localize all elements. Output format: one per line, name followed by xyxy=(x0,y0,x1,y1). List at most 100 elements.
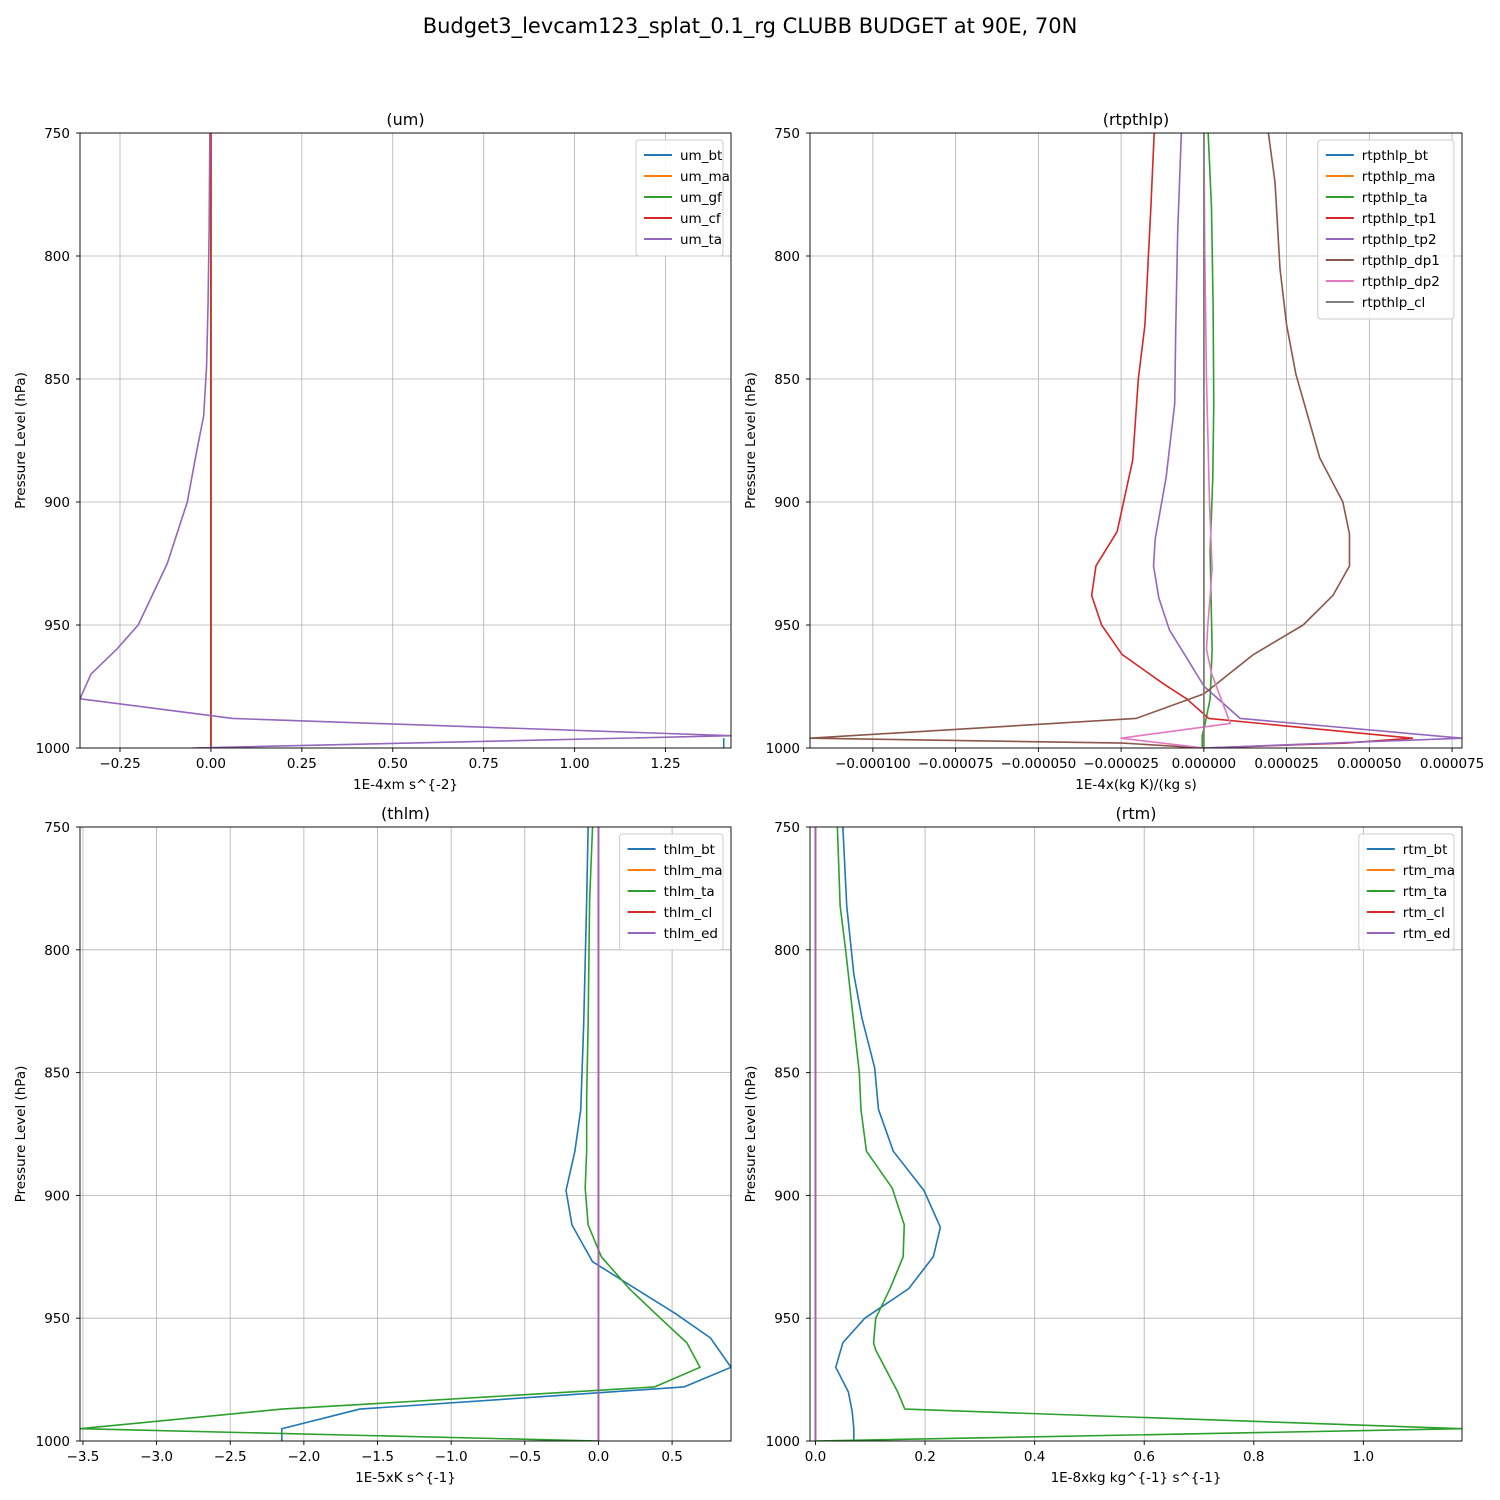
x-tick-label: −1.5 xyxy=(361,1449,394,1465)
x-tick-label: 0.0 xyxy=(805,1449,826,1465)
figure-title: Budget3_levcam123_splat_0.1_rg CLUBB BUD… xyxy=(422,14,1078,38)
y-tick-label: 750 xyxy=(44,820,70,836)
y-tick-label: 850 xyxy=(774,372,800,388)
y-tick-label: 900 xyxy=(774,495,800,511)
series-line-rtm_ta xyxy=(815,827,1462,1441)
y-tick-label: 950 xyxy=(774,1311,800,1327)
legend: rtpthlp_bt rtpthlp_ma rtpthlp_ta rtpthlp_tp… xyxy=(1317,139,1455,320)
x-tick-label: −2.0 xyxy=(287,1449,320,1465)
y-tick-label: 850 xyxy=(44,372,70,388)
series-line-rtpthlp_dp2 xyxy=(1120,133,1232,748)
x-tick-label: −0.5 xyxy=(508,1449,541,1465)
series-line-rtpthlp_ta xyxy=(1201,133,1215,748)
series-line-rtm_bt xyxy=(834,827,942,1441)
y-tick-label: 900 xyxy=(44,1188,70,1204)
chart-um: −0.25 0.00 0.25 0.50 0.75 1.00 1.25 750 800 850 90… xyxy=(13,110,732,793)
legend: rtm_bt rtm_ma rtm_ta rtm_cl rtm_ed xyxy=(1358,833,1455,951)
legend-label: thlm_bt xyxy=(664,842,715,858)
legend-label: rtpthlp_dp1 xyxy=(1362,253,1440,269)
x-tick-label: 0.25 xyxy=(287,756,317,772)
legend-box xyxy=(635,139,724,257)
series-line-rtpthlp_tp1 xyxy=(1090,133,1414,748)
x-tick-label: 0.8 xyxy=(1243,1449,1264,1465)
x-tick-label: −0.000075 xyxy=(918,756,994,772)
y-tick-label: 1000 xyxy=(36,1434,70,1450)
x-tick-label: 0.0 xyxy=(588,1449,609,1465)
legend-label: rtpthlp_cl xyxy=(1362,295,1426,311)
y-tick-label: 900 xyxy=(44,495,70,511)
series-group xyxy=(814,827,1462,1441)
y-tick-label: 850 xyxy=(44,1066,70,1082)
legend-label: thlm_ed xyxy=(664,926,718,942)
x-tick-label: 0.6 xyxy=(1133,1449,1154,1465)
subplot-title: (um) xyxy=(386,110,424,129)
series-line-rtpthlp_dp1 xyxy=(810,133,1351,748)
x-tick-label: 0.75 xyxy=(469,756,499,772)
series-group xyxy=(80,133,731,748)
x-tick-label: 0.000000 xyxy=(1172,756,1236,772)
legend-label: thlm_ma xyxy=(664,863,723,879)
y-tick-label: 950 xyxy=(44,618,70,634)
series-line-thlm_ta xyxy=(80,827,701,1441)
legend-box xyxy=(1317,139,1455,320)
x-tick-label: 0.000050 xyxy=(1337,756,1401,772)
legend-label: thlm_cl xyxy=(664,905,713,921)
legend-label: rtm_ed xyxy=(1403,926,1451,942)
legend-label: rtpthlp_ta xyxy=(1362,190,1428,206)
y-tick-label: 1000 xyxy=(36,741,70,757)
x-axis-label: 1E-5xK s^{-1} xyxy=(355,1470,456,1486)
x-axis-label: 1E-4x(kg K)/(kg s) xyxy=(1075,777,1196,793)
x-tick-label: 0.00 xyxy=(196,756,226,772)
grid xyxy=(80,132,731,749)
x-tick-label: −0.000050 xyxy=(1000,756,1076,772)
x-tick-label: 1.0 xyxy=(1353,1449,1374,1465)
x-tick-label: 0.000075 xyxy=(1420,756,1484,772)
y-axis-label: Pressure Level (hPa) xyxy=(743,1066,759,1203)
legend-label: um_cf xyxy=(680,211,722,227)
y-tick-label: 800 xyxy=(44,943,70,959)
y-tick-label: 850 xyxy=(774,1066,800,1082)
y-tick-label: 1000 xyxy=(766,1434,800,1450)
y-tick-label: 1000 xyxy=(766,741,800,757)
legend-label: um_ta xyxy=(680,232,722,248)
series-group xyxy=(810,133,1462,748)
legend-label: rtpthlp_dp2 xyxy=(1362,274,1440,290)
y-tick-label: 750 xyxy=(774,126,800,142)
plot-frame xyxy=(79,826,732,1442)
y-tick-label: 900 xyxy=(774,1188,800,1204)
x-tick-label: 1.00 xyxy=(560,756,590,772)
x-tick-label: 0.4 xyxy=(1024,1449,1045,1465)
plot-frame xyxy=(809,132,1463,749)
y-tick-label: 750 xyxy=(44,126,70,142)
subplot-title: (rtm) xyxy=(1116,804,1157,823)
series-line-um_ta xyxy=(80,133,731,748)
legend-label: rtpthlp_tp2 xyxy=(1362,232,1437,248)
y-tick-label: 950 xyxy=(44,1311,70,1327)
series-line-rtpthlp_tp2 xyxy=(1152,133,1462,748)
legend-label: rtpthlp_bt xyxy=(1362,148,1428,164)
chart-thlm: −3.5 −3.0 −2.5 −2.0 −1.5 −1.0 −0.5 0.0 0.5 750 800… xyxy=(13,804,732,1486)
chart-rtm: 0.0 0.2 0.4 0.6 0.8 1.0 750 800 850 900 950 1000 (rt… xyxy=(743,804,1463,1486)
x-tick-label: 0.50 xyxy=(378,756,408,772)
legend-label: rtm_cl xyxy=(1403,905,1445,921)
legend-label: thlm_ta xyxy=(664,884,715,900)
x-tick-label: −3.5 xyxy=(67,1449,100,1465)
subplot-title: (rtpthlp) xyxy=(1103,110,1170,129)
legend-box xyxy=(1358,833,1455,951)
x-tick-label: −3.0 xyxy=(140,1449,173,1465)
subplot-title: (thlm) xyxy=(381,804,430,823)
x-tick-label: 0.5 xyxy=(661,1449,682,1465)
legend-label: rtm_bt xyxy=(1403,842,1448,858)
x-axis-label: 1E-4xm s^{-2} xyxy=(353,777,458,793)
legend-label: rtpthlp_tp1 xyxy=(1362,211,1437,227)
x-tick-label: 0.000025 xyxy=(1254,756,1318,772)
x-tick-label: −2.5 xyxy=(214,1449,247,1465)
legend-label: rtpthlp_ma xyxy=(1362,169,1436,185)
y-tick-label: 950 xyxy=(774,618,800,634)
legend: thlm_bt thlm_ma thlm_ta thlm_cl thlm_ed xyxy=(619,833,724,951)
series-line-thlm_bt xyxy=(280,827,731,1441)
y-axis-label: Pressure Level (hPa) xyxy=(13,1066,29,1203)
legend-box xyxy=(619,833,724,951)
y-tick-label: 800 xyxy=(774,943,800,959)
legend-label: um_bt xyxy=(680,148,722,164)
